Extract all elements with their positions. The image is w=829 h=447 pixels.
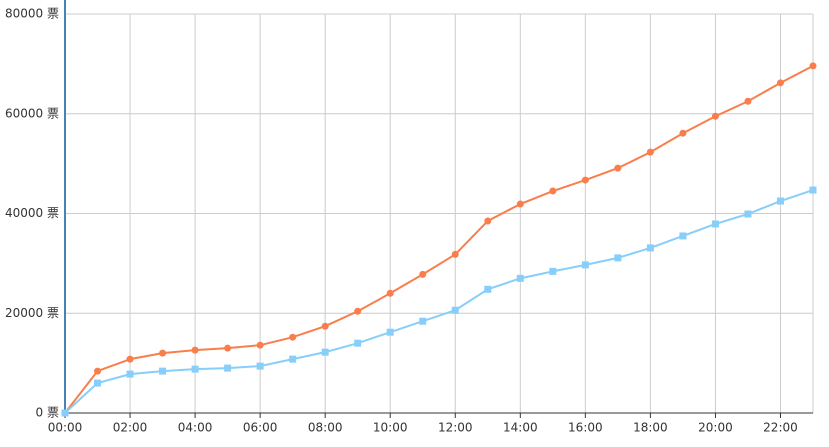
point xyxy=(354,339,362,347)
point xyxy=(159,349,167,357)
point xyxy=(191,346,199,354)
point xyxy=(94,367,102,375)
point xyxy=(159,367,167,375)
x-tick-label: 02:00 xyxy=(113,421,148,435)
point xyxy=(451,250,459,258)
point xyxy=(386,328,394,336)
point xyxy=(679,232,687,240)
y-tick-label: 60000 票 xyxy=(5,106,59,120)
point xyxy=(321,322,329,330)
x-tick-label: 04:00 xyxy=(178,421,213,435)
point xyxy=(646,244,654,252)
x-tick-label: 22:00 xyxy=(763,421,798,435)
point xyxy=(94,379,102,387)
series-line xyxy=(64,64,814,414)
point xyxy=(61,409,69,417)
point xyxy=(419,317,427,325)
point xyxy=(809,186,817,194)
point xyxy=(744,97,752,105)
y-tick-label: 20000 票 xyxy=(5,306,59,320)
x-tick-label: 18:00 xyxy=(633,421,668,435)
point xyxy=(581,261,589,269)
point xyxy=(484,285,492,293)
point xyxy=(126,355,134,363)
point xyxy=(711,112,719,120)
x-tick-label: 20:00 xyxy=(698,421,733,435)
point xyxy=(289,333,297,341)
point xyxy=(484,217,492,225)
point xyxy=(386,289,394,297)
point xyxy=(776,79,784,87)
point xyxy=(646,148,654,156)
point xyxy=(581,176,589,184)
point xyxy=(776,197,784,205)
point xyxy=(516,274,524,282)
point xyxy=(614,164,622,172)
point xyxy=(744,210,752,218)
series-line xyxy=(64,189,814,414)
point xyxy=(809,62,817,70)
point xyxy=(224,344,232,352)
x-tick-label: 08:00 xyxy=(308,421,343,435)
point xyxy=(419,270,427,278)
point xyxy=(191,365,199,373)
point xyxy=(549,267,557,275)
y-tick-label: 80000 票 xyxy=(5,7,59,21)
x-tick-label: 16:00 xyxy=(568,421,603,435)
x-tick-label: 10:00 xyxy=(373,421,408,435)
point xyxy=(354,307,362,315)
point xyxy=(516,200,524,208)
point xyxy=(614,254,622,262)
point xyxy=(711,220,719,228)
point xyxy=(126,370,134,378)
point xyxy=(289,355,297,363)
x-tick-label: 00:00 xyxy=(48,421,83,435)
x-tick-label: 12:00 xyxy=(438,421,473,435)
point xyxy=(256,341,264,349)
point xyxy=(224,364,232,372)
x-tick-label: 14:00 xyxy=(503,421,538,435)
point xyxy=(549,187,557,195)
point xyxy=(679,129,687,137)
point xyxy=(451,306,459,314)
point xyxy=(256,362,264,370)
point xyxy=(321,348,329,356)
y-tick-label: 40000 票 xyxy=(5,206,59,220)
x-tick-label: 06:00 xyxy=(243,421,278,435)
y-tick-label: 0 票 xyxy=(36,406,59,420)
